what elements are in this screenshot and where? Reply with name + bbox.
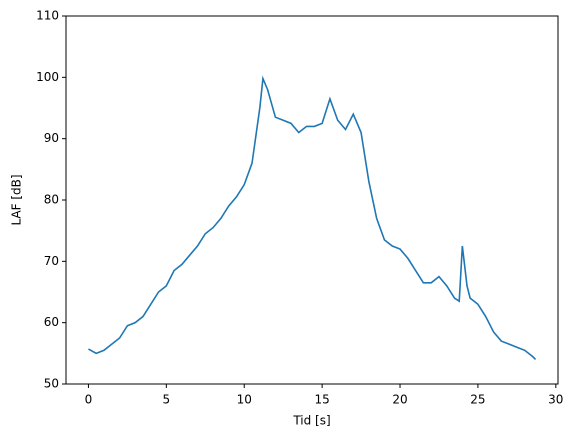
x-tick-label: 25 xyxy=(470,393,485,407)
plot-frame xyxy=(65,15,559,385)
x-tick-label: 15 xyxy=(314,393,329,407)
y-tick-label: 60 xyxy=(44,315,59,329)
y-tick-label: 110 xyxy=(36,9,59,23)
y-tick-label: 80 xyxy=(44,193,59,207)
x-tick-label: 0 xyxy=(85,393,93,407)
y-axis-label: LAF [dB] xyxy=(10,174,24,225)
x-tick-label: 30 xyxy=(548,393,563,407)
x-tick-label: 20 xyxy=(392,393,407,407)
y-tick-label: 100 xyxy=(36,70,59,84)
y-tick-label: 50 xyxy=(44,377,59,391)
y-tick-label: 70 xyxy=(44,254,59,268)
y-tick-label: 90 xyxy=(44,131,59,145)
data-line xyxy=(88,75,537,361)
x-tick-label: 10 xyxy=(237,393,252,407)
x-axis-label: Tid [s] xyxy=(292,414,330,428)
x-tick-label: 5 xyxy=(163,393,171,407)
